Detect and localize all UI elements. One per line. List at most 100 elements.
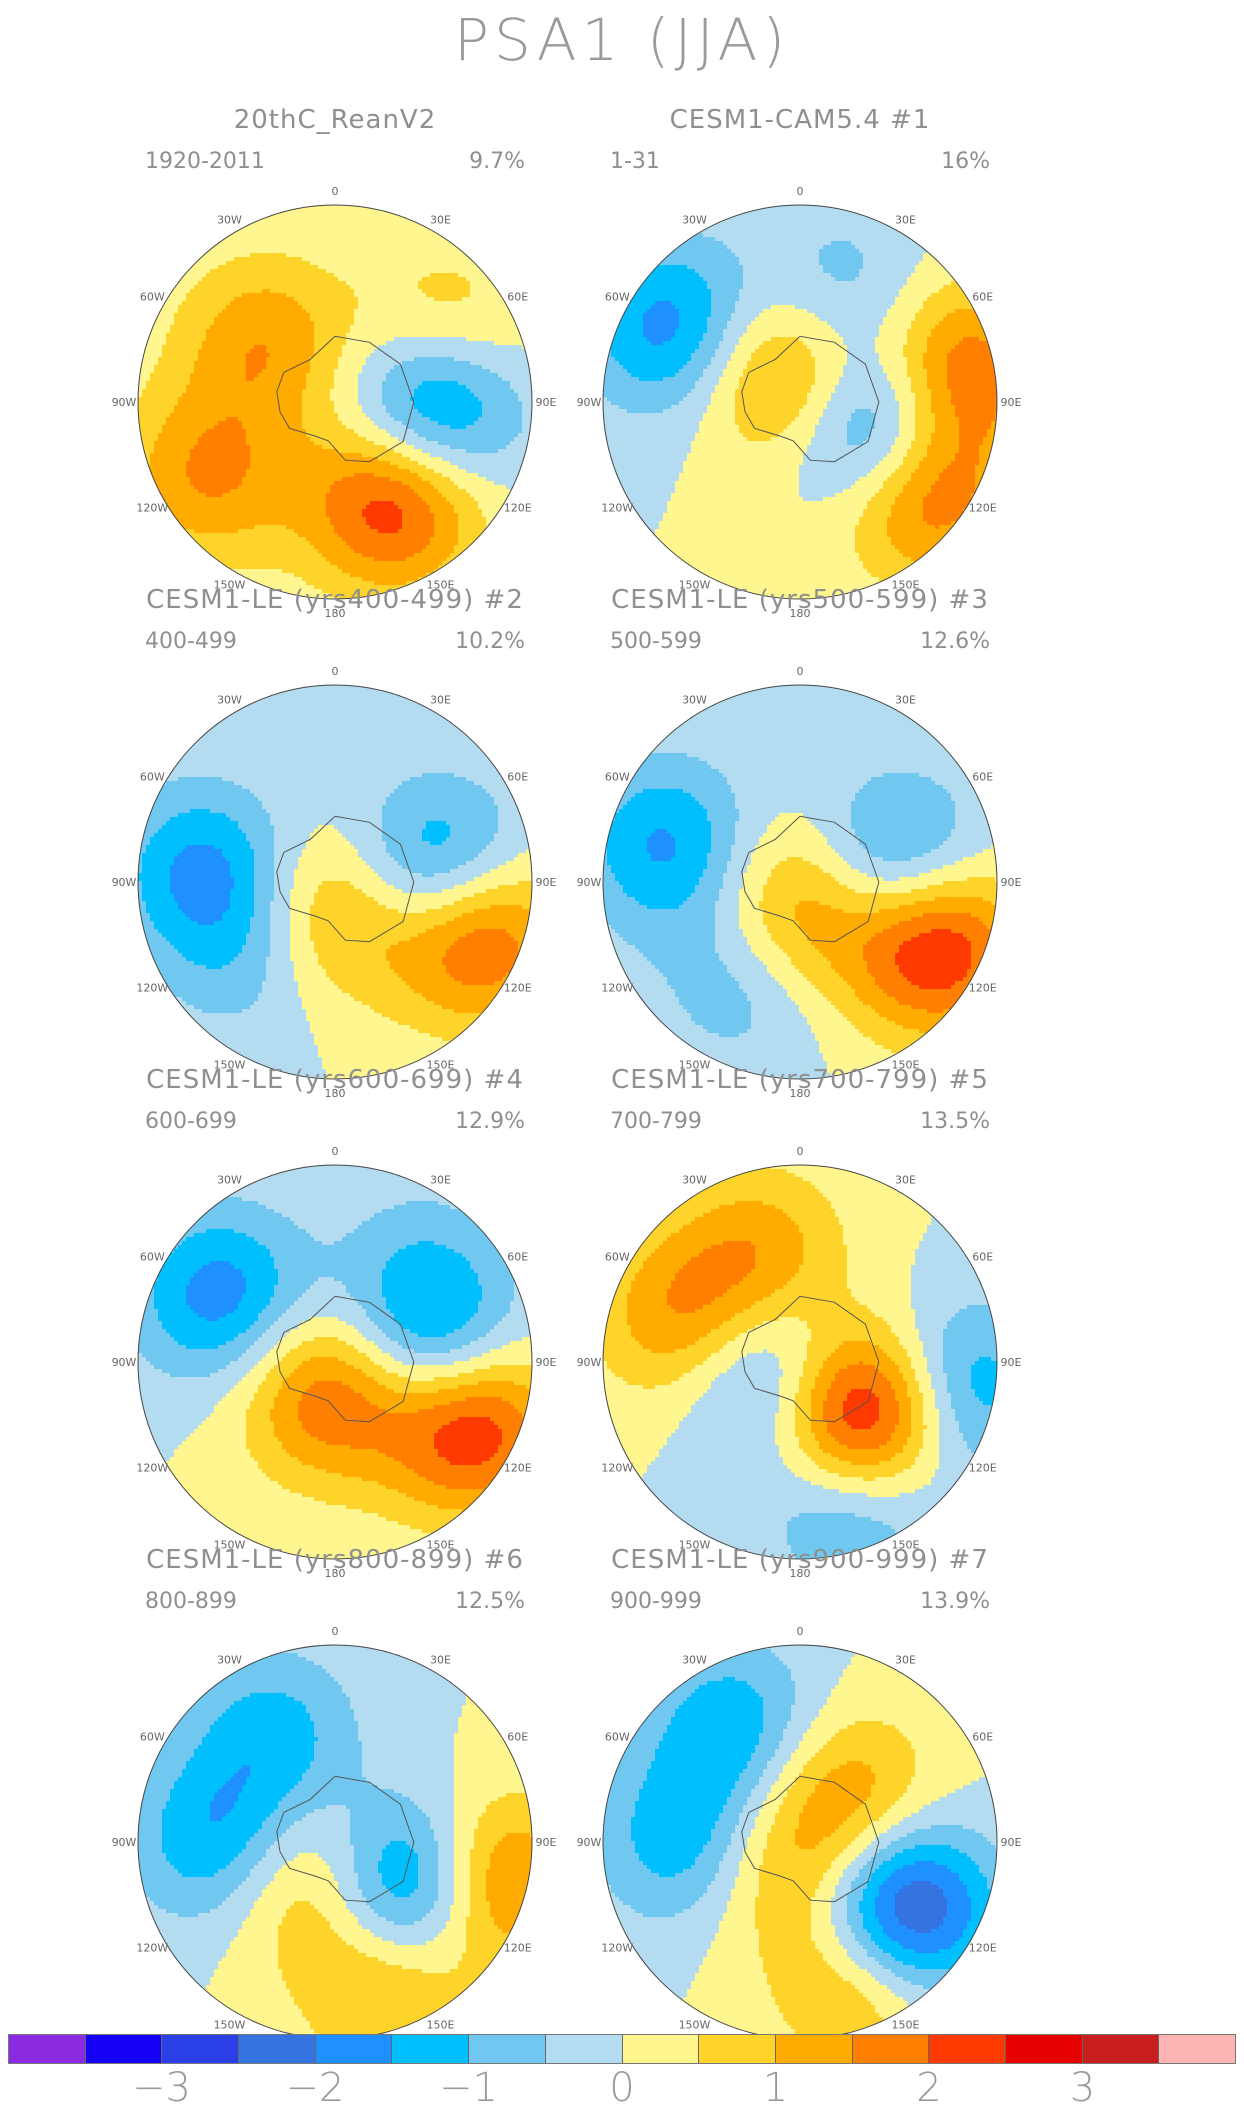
lon-label: 120E xyxy=(504,1942,532,1955)
lon-label: 0 xyxy=(797,665,804,678)
lon-label: 60W xyxy=(605,1251,630,1264)
lon-label: 60W xyxy=(140,291,165,304)
panel-title: CESM1-CAM5.4 #1 xyxy=(530,105,1070,135)
lon-label: 0 xyxy=(797,185,804,198)
lon-label: 30E xyxy=(430,1173,451,1186)
lon-label: 120W xyxy=(136,982,168,995)
colorbar-tick-label: 3 xyxy=(1070,2065,1095,2111)
lon-label: 30W xyxy=(217,693,242,706)
map-panel: CESM1-LE (yrs700-799) #5 700-799 13.5% 0 30E… xyxy=(530,1065,1070,1550)
colorbar-box xyxy=(162,2035,239,2063)
panel-title: CESM1-LE (yrs600-699) #4 xyxy=(65,1065,605,1095)
lon-label: 60E xyxy=(972,1731,993,1744)
lon-label: 90W xyxy=(112,396,137,409)
lon-label: 60E xyxy=(972,291,993,304)
lon-label: 30W xyxy=(217,1653,242,1666)
lon-label: 60W xyxy=(605,1731,630,1744)
colorbar xyxy=(8,2034,1236,2064)
panel-title: CESM1-LE (yrs500-599) #3 xyxy=(530,585,1070,615)
anomaly-field xyxy=(138,685,534,1081)
anomaly-field xyxy=(603,685,999,1081)
lon-label: 60E xyxy=(972,771,993,784)
lon-label: 120E xyxy=(504,982,532,995)
lon-label: 60E xyxy=(507,1731,528,1744)
map-panel: CESM1-LE (yrs400-499) #2 400-499 10.2% 0 30E… xyxy=(65,585,605,1070)
map-panel: CESM1-LE (yrs500-599) #3 500-599 12.6% 0 30E… xyxy=(530,585,1070,1070)
colorbar-box xyxy=(392,2035,469,2063)
lon-label: 60W xyxy=(140,1251,165,1264)
lon-label: 30W xyxy=(682,693,707,706)
lon-label: 90E xyxy=(1001,1836,1022,1849)
anomaly-field xyxy=(603,1645,999,2041)
lon-label: 150W xyxy=(679,2019,711,2032)
lon-label: 90E xyxy=(1001,1356,1022,1369)
lon-label: 120W xyxy=(136,1462,168,1475)
panel-title: 20thC_ReanV2 xyxy=(65,105,605,135)
lon-label: 30E xyxy=(895,1653,916,1666)
lon-label: 30E xyxy=(430,693,451,706)
anomaly-field xyxy=(603,205,999,601)
lon-label: 120E xyxy=(969,1942,997,1955)
lon-label: 30W xyxy=(682,1653,707,1666)
colorbar-box xyxy=(929,2035,1006,2063)
anomaly-field xyxy=(138,1645,534,2041)
lon-label: 30W xyxy=(682,1173,707,1186)
lon-label: 120W xyxy=(136,1942,168,1955)
lon-label: 90W xyxy=(112,876,137,889)
map-panel: CESM1-LE (yrs800-899) #6 800-899 12.5% 0 30E… xyxy=(65,1545,605,2030)
colorbar-box xyxy=(699,2035,776,2063)
lon-label: 120E xyxy=(504,1462,532,1475)
lon-label: 150E xyxy=(892,2019,920,2032)
panel-title: CESM1-LE (yrs700-799) #5 xyxy=(530,1065,1070,1095)
lon-label: 60E xyxy=(507,1251,528,1264)
colorbar-box xyxy=(9,2035,86,2063)
colorbar-box xyxy=(469,2035,546,2063)
lon-label: 90W xyxy=(112,1836,137,1849)
lon-label: 150W xyxy=(214,2019,246,2032)
lon-label: 60W xyxy=(140,1731,165,1744)
lon-label: 120W xyxy=(136,502,168,515)
colorbar-box xyxy=(1006,2035,1083,2063)
colorbar-tick-label: 1 xyxy=(763,2065,788,2111)
lon-label: 120W xyxy=(601,1942,633,1955)
panel-title: CESM1-LE (yrs900-999) #7 xyxy=(530,1545,1070,1575)
lon-label: 120W xyxy=(601,982,633,995)
lon-label: 90W xyxy=(577,1836,602,1849)
lon-label: 30E xyxy=(895,693,916,706)
lon-label: 30W xyxy=(217,1173,242,1186)
page-title: PSA1 (JJA) xyxy=(0,6,1244,74)
colorbar-box xyxy=(1159,2035,1235,2063)
lon-label: 60W xyxy=(605,291,630,304)
lon-label: 30E xyxy=(430,1653,451,1666)
colorbar-tick-label: −2 xyxy=(286,2065,345,2111)
lon-label: 90E xyxy=(1001,396,1022,409)
anomaly-field xyxy=(138,1165,534,1561)
lon-label: 0 xyxy=(797,1625,804,1638)
colorbar-tick-label: −1 xyxy=(439,2065,498,2111)
lon-label: 90W xyxy=(577,1356,602,1369)
lon-label: 30E xyxy=(895,213,916,226)
panel-title: CESM1-LE (yrs800-899) #6 xyxy=(65,1545,605,1575)
colorbar-box xyxy=(239,2035,316,2063)
lon-label: 0 xyxy=(332,665,339,678)
lon-label: 60W xyxy=(605,771,630,784)
lon-label: 90W xyxy=(577,876,602,889)
lon-label: 120E xyxy=(969,1462,997,1475)
lon-label: 60W xyxy=(140,771,165,784)
colorbar-box xyxy=(546,2035,623,2063)
colorbar-box xyxy=(853,2035,930,2063)
map-panel: CESM1-LE (yrs900-999) #7 900-999 13.9% 0 30E… xyxy=(530,1545,1070,2030)
lon-label: 30E xyxy=(895,1173,916,1186)
colorbar-tick-label: −3 xyxy=(132,2065,191,2111)
lon-label: 30W xyxy=(682,213,707,226)
map-panel: 20thC_ReanV2 1920-2011 9.7% 0 30E 60E 90E 120E 1… xyxy=(65,105,605,590)
colorbar-tick-label: 2 xyxy=(916,2065,941,2111)
lon-label: 120E xyxy=(969,502,997,515)
lon-label: 0 xyxy=(332,1145,339,1158)
lon-label: 120E xyxy=(969,982,997,995)
